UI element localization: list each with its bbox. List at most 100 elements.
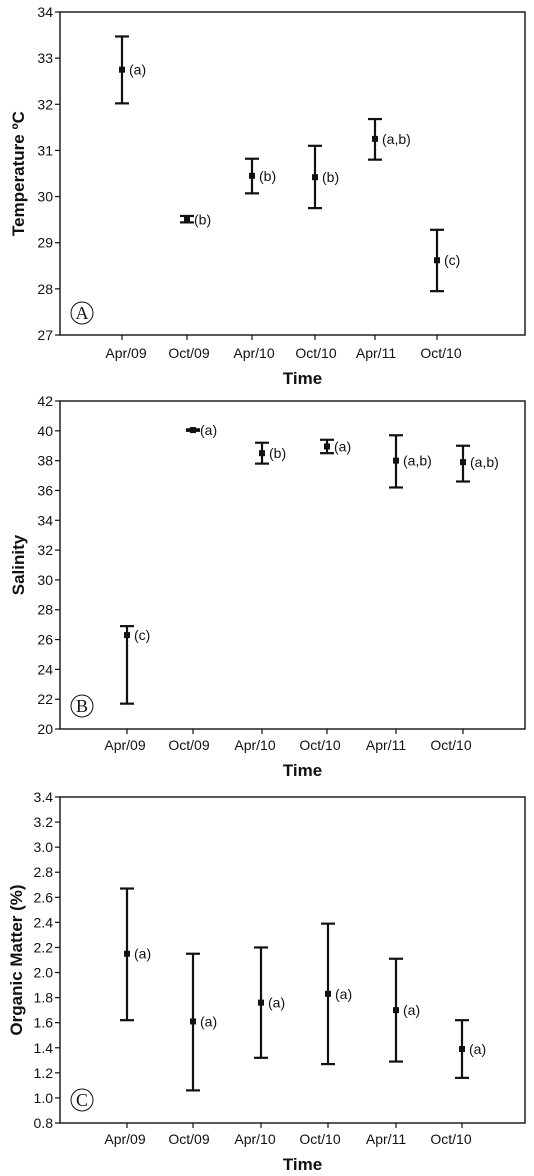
x-tick-label: Apr/10	[234, 1131, 275, 1147]
mean-point	[119, 66, 125, 73]
plot-frame	[59, 11, 526, 336]
y-tick-label: 20	[37, 721, 53, 737]
x-tick-label: Oct/10	[299, 1131, 340, 1147]
y-tick-label: 2.8	[34, 864, 54, 880]
mean-point	[393, 1007, 399, 1014]
panel-label: C	[76, 1090, 88, 1110]
y-tick-label: 32	[37, 542, 53, 558]
y-axis-title: Temperature ºC	[9, 111, 28, 236]
y-tick-label: 40	[37, 423, 53, 439]
y-tick-label: 2.6	[34, 889, 54, 905]
x-axis-title: Time	[283, 369, 322, 388]
y-axis-title: Organic Matter (%)	[7, 884, 26, 1035]
y-tick-label: 1.0	[34, 1090, 54, 1106]
x-tick-label: Apr/10	[234, 737, 275, 753]
x-tick-label: Apr/09	[104, 737, 145, 753]
mean-point	[190, 427, 196, 434]
plot-frame	[59, 796, 526, 1124]
mean-point	[190, 1018, 196, 1025]
x-tick-label: Oct/10	[430, 1131, 471, 1147]
mean-point	[124, 632, 130, 639]
significance-label: (a)	[200, 1013, 217, 1029]
y-tick-label: 24	[37, 661, 53, 677]
mean-point	[124, 950, 130, 957]
y-tick-label: 3.4	[34, 789, 54, 805]
mean-point	[459, 1046, 465, 1053]
x-tick-label: Apr/11	[356, 345, 396, 361]
y-tick-label: 33	[37, 50, 53, 66]
y-tick-label: 3.0	[34, 839, 54, 855]
significance-label: (a)	[403, 1002, 420, 1018]
y-tick-label: 29	[37, 235, 53, 251]
significance-label: (a,b)	[403, 453, 432, 469]
x-tick-label: Oct/09	[168, 1131, 209, 1147]
x-tick-label: Apr/10	[233, 345, 274, 361]
x-tick-label: Apr/11	[366, 1131, 406, 1147]
y-tick-label: 34	[37, 4, 53, 20]
y-tick-label: 31	[37, 142, 53, 158]
panel-label-circle	[70, 1088, 94, 1112]
panel-label: B	[76, 696, 88, 716]
y-tick-label: 34	[37, 512, 53, 528]
mean-point	[258, 999, 264, 1006]
x-tick-label: Oct/10	[430, 737, 471, 753]
significance-label: (a)	[134, 946, 151, 962]
mean-point	[324, 443, 330, 450]
y-tick-label: 2.2	[34, 939, 54, 955]
x-tick-label: Oct/10	[295, 345, 336, 361]
x-tick-label: Apr/09	[104, 1131, 145, 1147]
y-tick-label: 27	[37, 327, 53, 343]
panel-a-temperature: 27 28 29 30 31 32 33 34 Apr/09 Oct/09 Apr/10 Oct/10…	[9, 4, 526, 388]
significance-label: (a)	[268, 995, 285, 1011]
significance-label: (c)	[444, 252, 460, 268]
significance-label: (a,b)	[470, 454, 499, 470]
panel-label: A	[76, 303, 89, 323]
y-tick-label: 28	[37, 602, 53, 618]
significance-label: (a,b)	[382, 131, 411, 147]
y-tick-label: 38	[37, 453, 53, 469]
significance-label: (a)	[334, 438, 351, 454]
panel-label-circle	[70, 301, 94, 325]
x-axis-title: Time	[283, 1155, 322, 1174]
significance-label: (b)	[322, 169, 339, 185]
y-tick-label: 30	[37, 189, 53, 205]
y-tick-label: 22	[37, 691, 53, 707]
y-tick-label: 42	[37, 393, 53, 409]
y-tick-label: 3.2	[34, 814, 54, 830]
x-tick-label: Apr/09	[105, 345, 146, 361]
x-tick-label: Apr/11	[366, 737, 406, 753]
y-tick-label: 2.0	[34, 965, 54, 981]
significance-label: (a)	[129, 62, 146, 78]
mean-point	[393, 457, 399, 464]
mean-point	[460, 459, 466, 466]
y-tick-label: 28	[37, 281, 53, 297]
mean-point	[312, 174, 318, 181]
panel-label-circle	[70, 694, 94, 718]
mean-point	[372, 135, 378, 142]
x-tick-label: Oct/10	[420, 345, 461, 361]
y-tick-label: 1.4	[34, 1040, 54, 1056]
y-tick-label: 0.8	[34, 1115, 54, 1131]
mean-point	[184, 216, 190, 223]
y-axis-title: Salinity	[9, 534, 28, 595]
y-tick-label: 1.6	[34, 1015, 54, 1031]
x-tick-label: Oct/09	[168, 737, 209, 753]
significance-label: (b)	[194, 212, 211, 228]
significance-label: (a)	[200, 422, 217, 438]
y-tick-label: 1.8	[34, 990, 54, 1006]
panel-b-salinity: 20 22 24 26 28 30 32 34 36 38 40 42 Apr/09 Oct/09 Apr/…	[9, 393, 526, 780]
mean-point	[434, 257, 440, 264]
significance-label: (c)	[134, 627, 150, 643]
significance-label: (b)	[259, 168, 276, 184]
plot-frame	[59, 400, 526, 730]
mean-point	[249, 172, 255, 179]
mean-point	[259, 450, 265, 457]
panel-c-organic-matter: 0.8 1.0 1.2 1.4 1.6 1.8 2.0 2.2 2.4 2.6 2.8 3.0 3.2 3…	[7, 789, 526, 1174]
y-tick-label: 30	[37, 572, 53, 588]
x-axis-title: Time	[283, 761, 322, 780]
y-tick-label: 36	[37, 482, 53, 498]
x-tick-label: Oct/10	[299, 737, 340, 753]
y-tick-label: 26	[37, 632, 53, 648]
y-tick-label: 32	[37, 96, 53, 112]
